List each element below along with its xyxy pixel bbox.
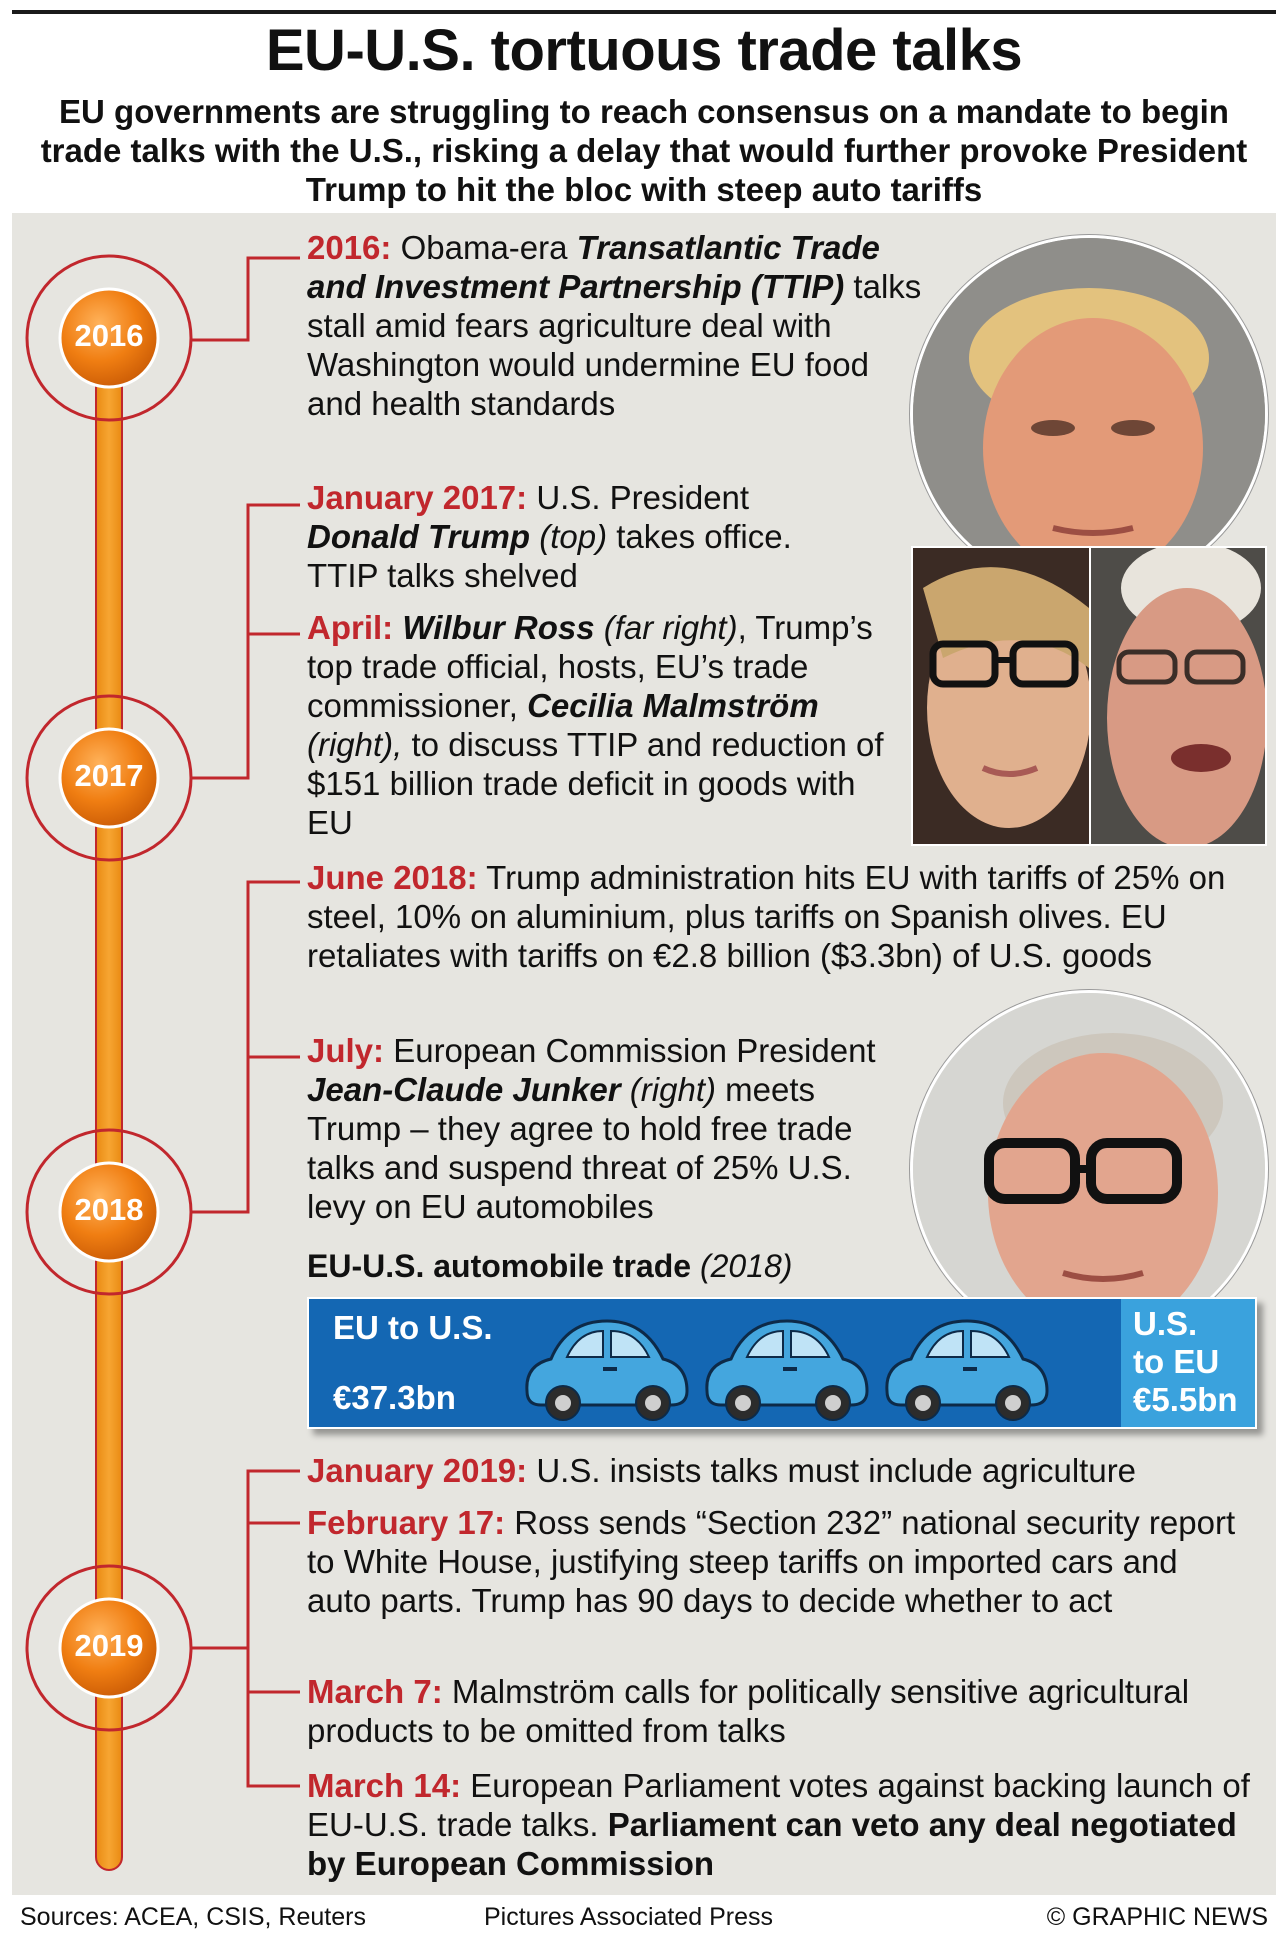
auto-trade-box: EU to U.S. €37.3bn U.S. to EU €5.5bn [307,1297,1257,1429]
wilbur-ross-photo [1089,546,1267,846]
entry-apr-2017-ross: Wilbur Ross [402,609,595,646]
entry-feb-2019-date: February 17: [307,1504,506,1541]
entry-2016-text-a: Obama-era [400,229,568,266]
timeline-connectors [190,256,300,1788]
entry-mar7-2019: March 7: Malmström calls for politically… [307,1672,1257,1750]
donald-trump-photo [910,235,1268,593]
year-marker-2016 [25,254,193,422]
entry-mar14-date: March 14: [307,1767,462,1804]
entry-jul-2018-date: July: [307,1032,385,1069]
entry-mar14-veto: Parliament can veto any deal negotiated … [307,1806,1237,1882]
entry-feb-2019-text: Ross sends “Section 232” national securi… [307,1504,1236,1619]
entry-apr-2017-text-a: , Trump’s top trade official, hosts, EU’… [307,609,873,724]
page-title: EU-U.S. tortuous trade talks [265,18,1023,83]
eu-to-us-label: EU to U.S. [333,1309,493,1346]
year-marker-2017 [25,694,193,862]
entry-jan-2019-date: January 2019: [307,1452,528,1489]
footer-sources: Sources: ACEA, CSIS, Reuters [20,1903,366,1931]
top-rule [12,10,1276,14]
entry-2016: 2016: Obama-era Transatlantic Trade and … [307,228,927,423]
entry-mar7-text: Malmström calls for politically sensitiv… [307,1673,1190,1749]
entry-jun-2018-text: Trump administration hits EU with tariff… [307,859,1226,974]
car-icons [525,1319,1049,1421]
entry-jan-2017-text-b: takes office. TTIP talks shelved [307,518,792,594]
entry-mar7-date: March 7: [307,1673,443,1710]
footer-pictures: Pictures Associated Press [484,1903,774,1931]
us-to-eu-label-2: to EU [1133,1343,1220,1380]
entry-mar14-2019: March 14: European Parliament votes agai… [307,1766,1257,1883]
entry-feb-2019: February 17: Ross sends “Section 232” na… [307,1503,1247,1620]
entry-apr-2017-note-a: (far right) [603,609,738,646]
entry-jan-2019: January 2019: U.S. insists talks must in… [307,1451,1247,1490]
auto-trade-title: EU-U.S. automobile trade (2018) [307,1248,792,1285]
entry-jan-2019-text: U.S. insists talks must include agricult… [536,1452,1137,1489]
entry-jan-2017-text-a: U.S. President [536,479,750,516]
us-to-eu-panel: U.S. to EU €5.5bn [1121,1299,1255,1427]
entry-jul-2018-note: (right) [629,1071,716,1108]
us-to-eu-label-1: U.S. [1133,1305,1198,1342]
entry-apr-2017-text-b: to discuss TTIP and reduction of $151 bi… [307,726,884,841]
entry-apr-2017: April: Wilbur Ross (far right), Trump’s … [307,608,887,842]
footer-credit: © GRAPHIC NEWS [1046,1903,1268,1931]
year-label-2018: 2018 [74,1192,144,1227]
year-label-2016: 2016 [74,318,144,353]
entry-2016-ttip: Transatlantic Trade and Investment Partn… [307,229,880,305]
us-to-eu-value: €5.5bn [1133,1381,1238,1418]
cecilia-malmstrom-photo [911,546,1091,846]
jean-claude-junker-photo [910,990,1268,1348]
entry-jun-2018: June 2018: Trump administration hits EU … [307,858,1227,975]
car-icon [885,1319,1049,1421]
entry-jul-2018-text-a: European Commission President [393,1032,876,1069]
entry-jan-2017-date: January 2017: [307,479,528,516]
eu-to-us-value: €37.3bn [333,1379,456,1416]
entry-mar14-text: European Parliament votes against backin… [307,1767,1250,1843]
entry-apr-2017-malmstrom: Cecilia Malmström [527,687,819,724]
entry-jan-2017-note: (top) [539,518,608,555]
auto-trade-year: (2018) [699,1248,793,1284]
car-icon [525,1319,689,1421]
entry-jul-2018: July: European Commission President Jean… [307,1031,907,1226]
year-marker-2019 [25,1564,193,1732]
entry-2016-text-b: talks stall amid fears agriculture deal … [307,268,922,422]
auto-trade-title-text: EU-U.S. automobile trade [307,1248,692,1284]
entry-jun-2018-date: June 2018: [307,859,478,896]
page-subtitle: EU governments are struggling to reach c… [40,93,1248,208]
entry-jul-2018-junker: Jean-Claude Junker [307,1071,621,1108]
entry-2016-date: 2016: [307,229,392,266]
entry-apr-2017-date: April: [307,609,394,646]
entry-jan-2017-trump: Donald Trump [307,518,531,555]
entry-jan-2017: January 2017: U.S. President Donald Trum… [307,478,847,595]
year-label-2017: 2017 [74,758,144,793]
year-label-2019: 2019 [74,1628,144,1663]
year-marker-2018 [25,1128,193,1296]
car-icon [705,1319,869,1421]
entry-apr-2017-note-b: (right), [307,726,403,763]
entry-jul-2018-text-b: meets Trump – they agree to hold free tr… [307,1071,853,1225]
